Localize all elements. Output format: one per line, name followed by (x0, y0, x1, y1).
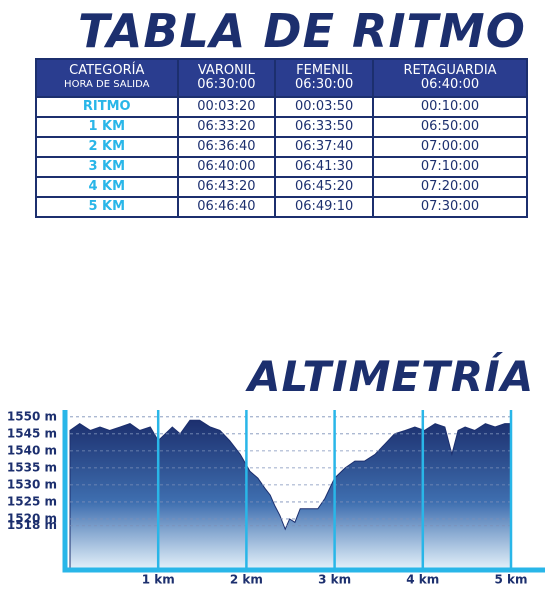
table-row: 5 KM 06:46:40 06:49:10 07:30:00 (35, 196, 528, 218)
column-header: FEMENIL 06:30:00 (274, 58, 375, 98)
table-row: 3 KM 06:40:00 06:41:30 07:10:00 (35, 156, 528, 178)
elevation-area (69, 419, 512, 571)
cell: 07:10:00 (372, 156, 528, 178)
x-tick-label: 4 km (406, 573, 439, 587)
category-cell: 5 KM (35, 196, 179, 218)
header-sub: 06:30:00 (197, 77, 256, 92)
axis (62, 410, 545, 573)
header-label: VARONIL (197, 63, 255, 78)
cell: 06:46:40 (176, 196, 277, 218)
cell: 06:37:40 (274, 136, 375, 158)
cell: 06:33:50 (274, 116, 375, 138)
pace-table: CATEGORÍA HORA DE SALIDA VARONIL 06:30:00 FE… (35, 58, 528, 218)
cell: 00:10:00 (372, 96, 528, 118)
column-header: VARONIL 06:30:00 (176, 58, 277, 98)
cell: 07:20:00 (372, 176, 528, 198)
cell: 07:30:00 (372, 196, 528, 218)
y-tick-label: 1530 m (7, 477, 57, 491)
header-sub: HORA DE SALIDA (64, 79, 150, 90)
table-row: 4 KM 06:43:20 06:45:20 07:20:00 (35, 176, 528, 198)
y-tick-label: 1550 m (7, 409, 57, 423)
header-label: CATEGORÍA (69, 63, 145, 78)
x-tick-label: 5 km (494, 573, 527, 587)
cell: 06:50:00 (372, 116, 528, 138)
x-tick-label: 2 km (230, 573, 263, 587)
x-tick-label: 3 km (318, 573, 351, 587)
cell: 00:03:20 (176, 96, 277, 118)
y-tick-label: 1545 m (7, 426, 57, 440)
y-tick-label: 1525 m (7, 494, 57, 508)
title: TABLA DE RITMO (78, 4, 526, 58)
table-row: 2 KM 06:36:40 06:37:40 07:00:00 (35, 136, 528, 158)
header-sub: 06:30:00 (294, 77, 354, 92)
category-cell: 3 KM (35, 156, 179, 178)
category-cell: 2 KM (35, 136, 179, 158)
header-sub: 06:40:00 (420, 77, 480, 92)
y-tick-label: 1535 m (7, 460, 57, 474)
category-cell: 4 KM (35, 176, 179, 198)
cell: 07:00:00 (372, 136, 528, 158)
table-row: RITMO 00:03:20 00:03:50 00:10:00 (35, 96, 528, 118)
header-label: RETAGUARDIA (403, 63, 497, 78)
column-header: RETAGUARDIA 06:40:00 (372, 58, 528, 98)
category-cell: 1 KM (35, 116, 179, 138)
header-label: FEMENIL (296, 63, 353, 78)
column-header: CATEGORÍA HORA DE SALIDA (35, 58, 179, 98)
cell: 06:41:30 (274, 156, 375, 178)
y-tick-label: 1520 m (7, 511, 57, 525)
cell: 06:45:20 (274, 176, 375, 198)
y-tick-label: 1518 m (7, 518, 57, 532)
y-tick-label: 1540 m (7, 443, 57, 457)
cell: 06:36:40 (176, 136, 277, 158)
cell: 06:43:20 (176, 176, 277, 198)
category-cell: RITMO (35, 96, 179, 118)
cell: 06:49:10 (274, 196, 375, 218)
cell: 06:40:00 (176, 156, 277, 178)
chart-title: ALTIMETRÍA (248, 352, 535, 401)
table-row: 1 KM 06:33:20 06:33:50 06:50:00 (35, 116, 528, 138)
x-tick-label: 1 km (142, 573, 175, 587)
cell: 06:33:20 (176, 116, 277, 138)
cell: 00:03:50 (274, 96, 375, 118)
